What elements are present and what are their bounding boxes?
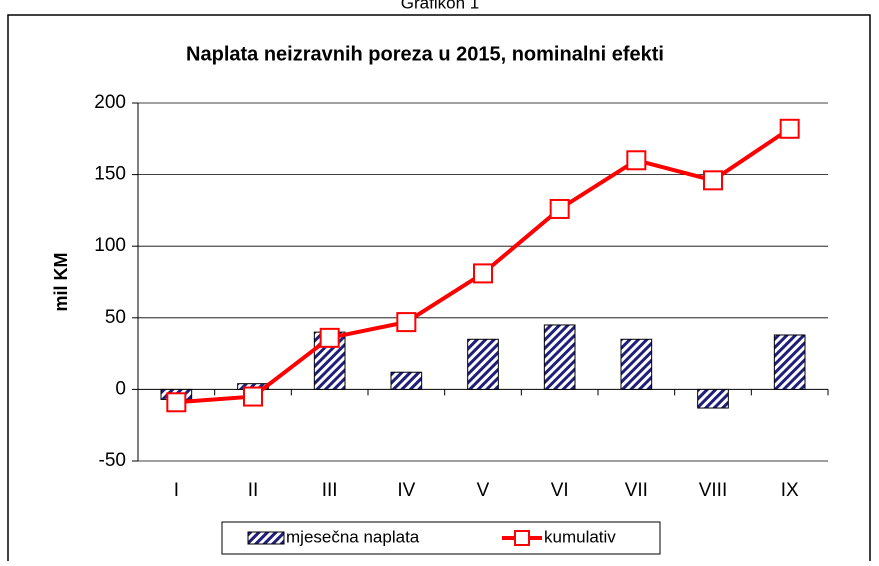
bar xyxy=(467,338,499,390)
y-tick-label: 0 xyxy=(115,378,126,399)
chart-title: Naplata neizravnih poreza u 2015, nomina… xyxy=(186,43,664,65)
x-tick-label: V xyxy=(477,480,490,501)
y-tick-label: 150 xyxy=(94,164,126,185)
x-tick-label: VIII xyxy=(699,480,728,501)
x-tick-label: II xyxy=(248,480,259,501)
bar xyxy=(543,324,576,390)
caption: Grafikon 1 xyxy=(401,0,479,12)
marker xyxy=(319,327,340,348)
bar xyxy=(620,338,653,390)
x-tick-label: VII xyxy=(625,480,648,501)
legend-label: kumulativ xyxy=(544,527,616,546)
bar xyxy=(313,331,346,390)
marker xyxy=(779,118,800,139)
marker xyxy=(703,170,723,191)
x-tick-label: VI xyxy=(551,480,569,501)
x-tick-label: IX xyxy=(781,480,799,501)
marker xyxy=(166,392,187,413)
y-axis-label: mil KM xyxy=(51,252,71,311)
x-tick-label: III xyxy=(322,480,338,501)
bar xyxy=(773,334,806,390)
legend-swatch xyxy=(514,530,530,546)
legend xyxy=(221,521,661,555)
marker xyxy=(473,263,493,284)
marker xyxy=(626,150,647,171)
legend-label: mjesečna naplata xyxy=(286,527,420,546)
y-tick-label: 100 xyxy=(94,235,126,256)
frame xyxy=(7,14,871,561)
legend-swatch xyxy=(247,531,285,545)
y-tick-label: 200 xyxy=(94,92,126,113)
marker xyxy=(243,386,263,407)
y-tick-label: 50 xyxy=(105,307,126,328)
y-tick-label: -50 xyxy=(99,450,126,471)
marker xyxy=(396,312,417,333)
bar xyxy=(390,371,423,390)
marker xyxy=(549,198,570,219)
bar xyxy=(697,388,729,409)
x-tick-label: I xyxy=(174,480,179,501)
x-tick-label: IV xyxy=(397,480,415,501)
